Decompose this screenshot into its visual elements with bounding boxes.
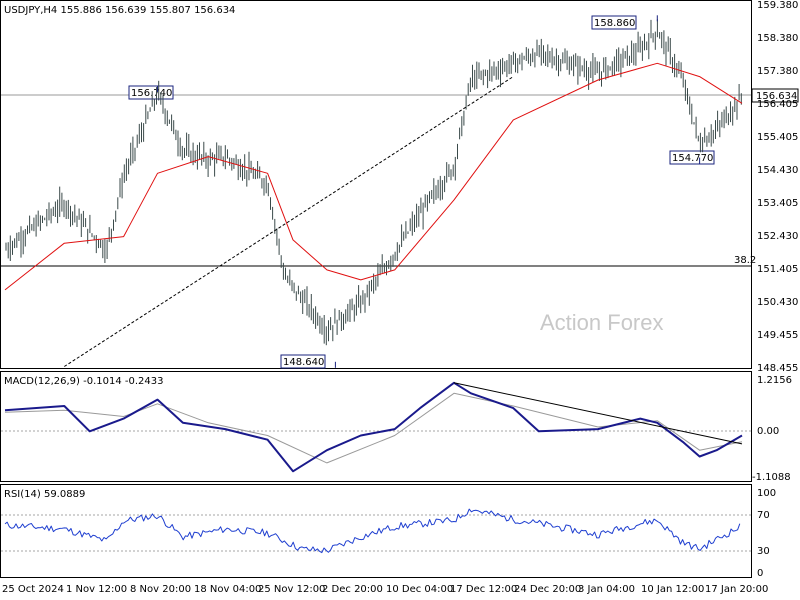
macd-ytick: 0.00 — [757, 426, 779, 437]
macd-line — [4, 381, 743, 473]
x-tick-label: 25 Oct 2024 — [2, 584, 64, 595]
x-tick-label: 2 Dec 20:00 — [322, 584, 383, 595]
macd-ytick: 1.2156 — [757, 375, 792, 386]
macd-trendline — [453, 382, 743, 445]
price-ytick: 157.380 — [757, 66, 798, 77]
price-lines — [4, 15, 743, 368]
price-pane — [0, 0, 752, 369]
price-ytick: 155.405 — [757, 132, 798, 143]
rsi-header: RSI(14) 59.0889 — [4, 489, 85, 500]
rsi-ytick: 0 — [757, 568, 763, 579]
callout-box — [669, 150, 715, 165]
callout-label: 158.860 — [594, 18, 635, 29]
x-tick-label: 17 Jan 20:00 — [705, 584, 768, 595]
x-tick-label: 17 Dec 12:00 — [450, 584, 517, 595]
x-tick-label: 3 Jan 04:00 — [578, 584, 635, 595]
price-ytick: 158.380 — [757, 33, 798, 44]
rsi-ytick: 100 — [757, 488, 776, 499]
rsi-ytick: 70 — [757, 510, 770, 521]
x-tick-label: 24 Dec 20:00 — [514, 584, 581, 595]
price-ytick: 156.405 — [757, 99, 798, 110]
x-tick-label: 10 Jan 12:00 — [641, 584, 704, 595]
price-ytick: 154.430 — [757, 165, 798, 176]
last-price-label: 156.634 — [756, 91, 797, 102]
x-tick-label: 1 Nov 12:00 — [66, 584, 127, 595]
moving-average-line — [4, 62, 743, 291]
price-ytick: 159.380 — [757, 0, 798, 11]
price-ytick: 150.430 — [757, 297, 798, 308]
price-ytick: 152.430 — [757, 231, 798, 242]
trendline — [64, 76, 514, 367]
callout-box — [280, 354, 326, 369]
price-ytick: 151.405 — [757, 264, 798, 275]
rsi-lines — [4, 508, 741, 554]
macd-pane — [0, 371, 752, 482]
callout-label: 148.640 — [283, 357, 324, 368]
x-tick-label: 10 Dec 04:00 — [386, 584, 453, 595]
macd-ytick: -1.1088 — [752, 472, 791, 483]
x-tick-label: 8 Nov 20:00 — [130, 584, 191, 595]
macd-header: MACD(12,26,9) -0.1014 -0.2433 — [4, 376, 164, 387]
rsi-line — [4, 508, 741, 554]
x-tick-label: 18 Nov 04:00 — [194, 584, 261, 595]
price-ytick: 148.455 — [757, 363, 798, 374]
macd-lines — [4, 381, 743, 473]
fib-382-label: 38.2 — [734, 255, 756, 266]
x-tick-label: 25 Nov 12:00 — [258, 584, 325, 595]
watermark: Action Forex — [540, 310, 664, 335]
callout-label: 154.770 — [672, 153, 713, 164]
last-price-tag — [751, 88, 799, 103]
rsi-ytick: 30 — [757, 546, 770, 557]
price-ytick: 149.455 — [757, 330, 798, 341]
price-ytick: 153.405 — [757, 198, 798, 209]
callout-box — [591, 15, 637, 30]
callout-label: 156.740 — [131, 88, 172, 99]
callout-box — [128, 85, 174, 100]
price-header: USDJPY,H4 155.886 156.639 155.807 156.63… — [4, 5, 235, 16]
rsi-pane — [0, 484, 752, 578]
